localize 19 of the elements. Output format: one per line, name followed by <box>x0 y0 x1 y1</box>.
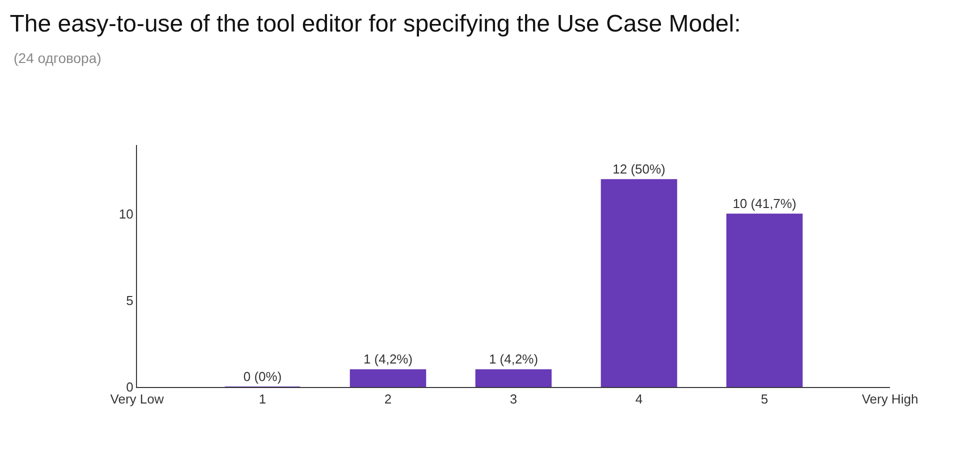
y-tick-label: 10 <box>118 206 134 222</box>
x-tick-label: 2 <box>384 392 392 407</box>
x-tick-label: 4 <box>635 392 643 407</box>
data-label: 1 (4,2%) <box>363 352 413 367</box>
data-label: 0 (0%) <box>243 369 282 384</box>
y-tick-label: 5 <box>126 293 134 308</box>
data-label: 10 (41,7%) <box>732 196 796 212</box>
x-tick-label: 3 <box>510 392 518 407</box>
bar <box>600 179 678 387</box>
x-tick-label: 5 <box>760 392 768 407</box>
x-tick-label: Very High <box>862 392 918 407</box>
chart-title: The easy-to-use of the tool editor for specifying the Use Case Model: <box>10 10 741 38</box>
chart-subtitle: (24 одговора) <box>10 50 102 66</box>
bar <box>726 214 803 387</box>
bar <box>475 369 552 387</box>
data-label: 12 (50%) <box>612 162 666 177</box>
bar <box>350 369 426 387</box>
data-label: 1 (4,2%) <box>488 352 538 367</box>
x-tick-label: 1 <box>258 392 266 407</box>
